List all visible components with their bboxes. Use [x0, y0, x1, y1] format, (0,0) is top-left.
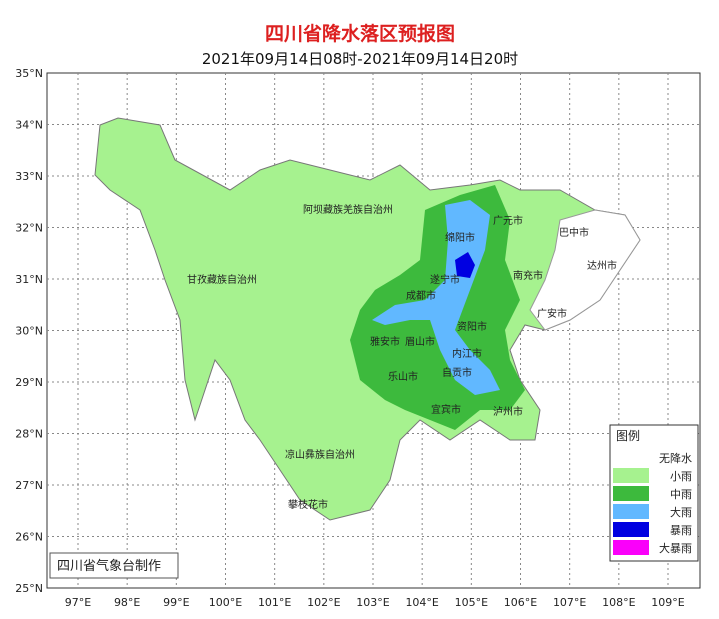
lat-label: 25°N: [15, 582, 43, 595]
legend-label: 小雨: [670, 470, 692, 483]
legend-swatch: [613, 486, 649, 501]
region-label: 泸州市: [493, 405, 523, 418]
region-label: 阿坝藏族羌族自治州: [303, 203, 393, 216]
region-label: 内江市: [452, 347, 482, 360]
lon-label: 109°E: [651, 596, 684, 609]
lat-label: 32°N: [15, 222, 43, 235]
region-label: 广元市: [493, 214, 523, 227]
lon-label: 101°E: [258, 596, 291, 609]
region-label: 广安市: [537, 307, 567, 320]
lat-label: 26°N: [15, 531, 43, 544]
region-label: 宜宾市: [431, 403, 461, 416]
lat-label: 28°N: [15, 428, 43, 441]
region-label: 眉山市: [405, 335, 435, 348]
subtitle: 2021年09月14日08时-2021年09月14日20时: [202, 50, 518, 68]
lon-label: 103°E: [356, 596, 389, 609]
lon-label: 107°E: [553, 596, 586, 609]
rainstorm-area: [455, 252, 475, 278]
lat-label: 27°N: [15, 479, 43, 492]
region-label: 遂宁市: [430, 273, 460, 286]
region-label: 雅安市: [370, 335, 400, 348]
lon-label: 97°E: [65, 596, 91, 609]
lat-label: 30°N: [15, 325, 43, 338]
legend-label: 中雨: [670, 488, 692, 501]
region-labels: 阿坝藏族羌族自治州 甘孜藏族自治州 凉山彝族自治州 攀枝花市 广元市 巴中市 绵…: [187, 203, 617, 511]
legend-label: 无降水: [659, 451, 692, 465]
lon-label: 99°E: [163, 596, 189, 609]
lon-label: 106°E: [504, 596, 537, 609]
lon-label: 104°E: [405, 596, 438, 609]
region-label: 凉山彝族自治州: [285, 448, 355, 461]
legend-swatch: [613, 522, 649, 537]
lon-label: 108°E: [602, 596, 635, 609]
legend-swatch: [613, 450, 649, 465]
legend-title: 图例: [616, 429, 640, 443]
region-label: 甘孜藏族自治州: [187, 273, 257, 286]
legend-swatch: [613, 468, 649, 483]
region-label: 攀枝花市: [288, 498, 328, 511]
title: 四川省降水落区预报图: [265, 22, 455, 45]
region-label: 南充市: [513, 269, 543, 282]
heavy-rain-area: [372, 200, 500, 395]
lat-label: 35°N: [15, 67, 43, 80]
region-label: 自贡市: [442, 366, 472, 379]
no-rain-area: [529, 209, 641, 331]
region-label: 绵阳市: [445, 231, 475, 244]
lon-label: 100°E: [209, 596, 242, 609]
lon-label: 98°E: [114, 596, 140, 609]
lon-label: 102°E: [307, 596, 340, 609]
legend-swatch: [613, 540, 649, 555]
lat-label: 34°N: [15, 119, 43, 132]
lat-label: 29°N: [15, 376, 43, 389]
region-label: 成都市: [406, 289, 436, 302]
region-label: 资阳市: [457, 320, 487, 333]
lat-label: 33°N: [15, 170, 43, 183]
credit: 四川省气象台制作: [57, 558, 161, 574]
region-label: 达州市: [587, 259, 617, 272]
legend-label: 大雨: [670, 505, 692, 519]
region-label: 乐山市: [388, 370, 418, 383]
legend-swatch: [613, 504, 649, 519]
credit-box: [49, 552, 179, 579]
lon-label: 105°E: [455, 596, 488, 609]
legend-label: 大暴雨: [659, 541, 692, 555]
lat-label: 31°N: [15, 273, 43, 286]
legend-label: 暴雨: [670, 524, 692, 537]
region-label: 巴中市: [559, 226, 589, 239]
